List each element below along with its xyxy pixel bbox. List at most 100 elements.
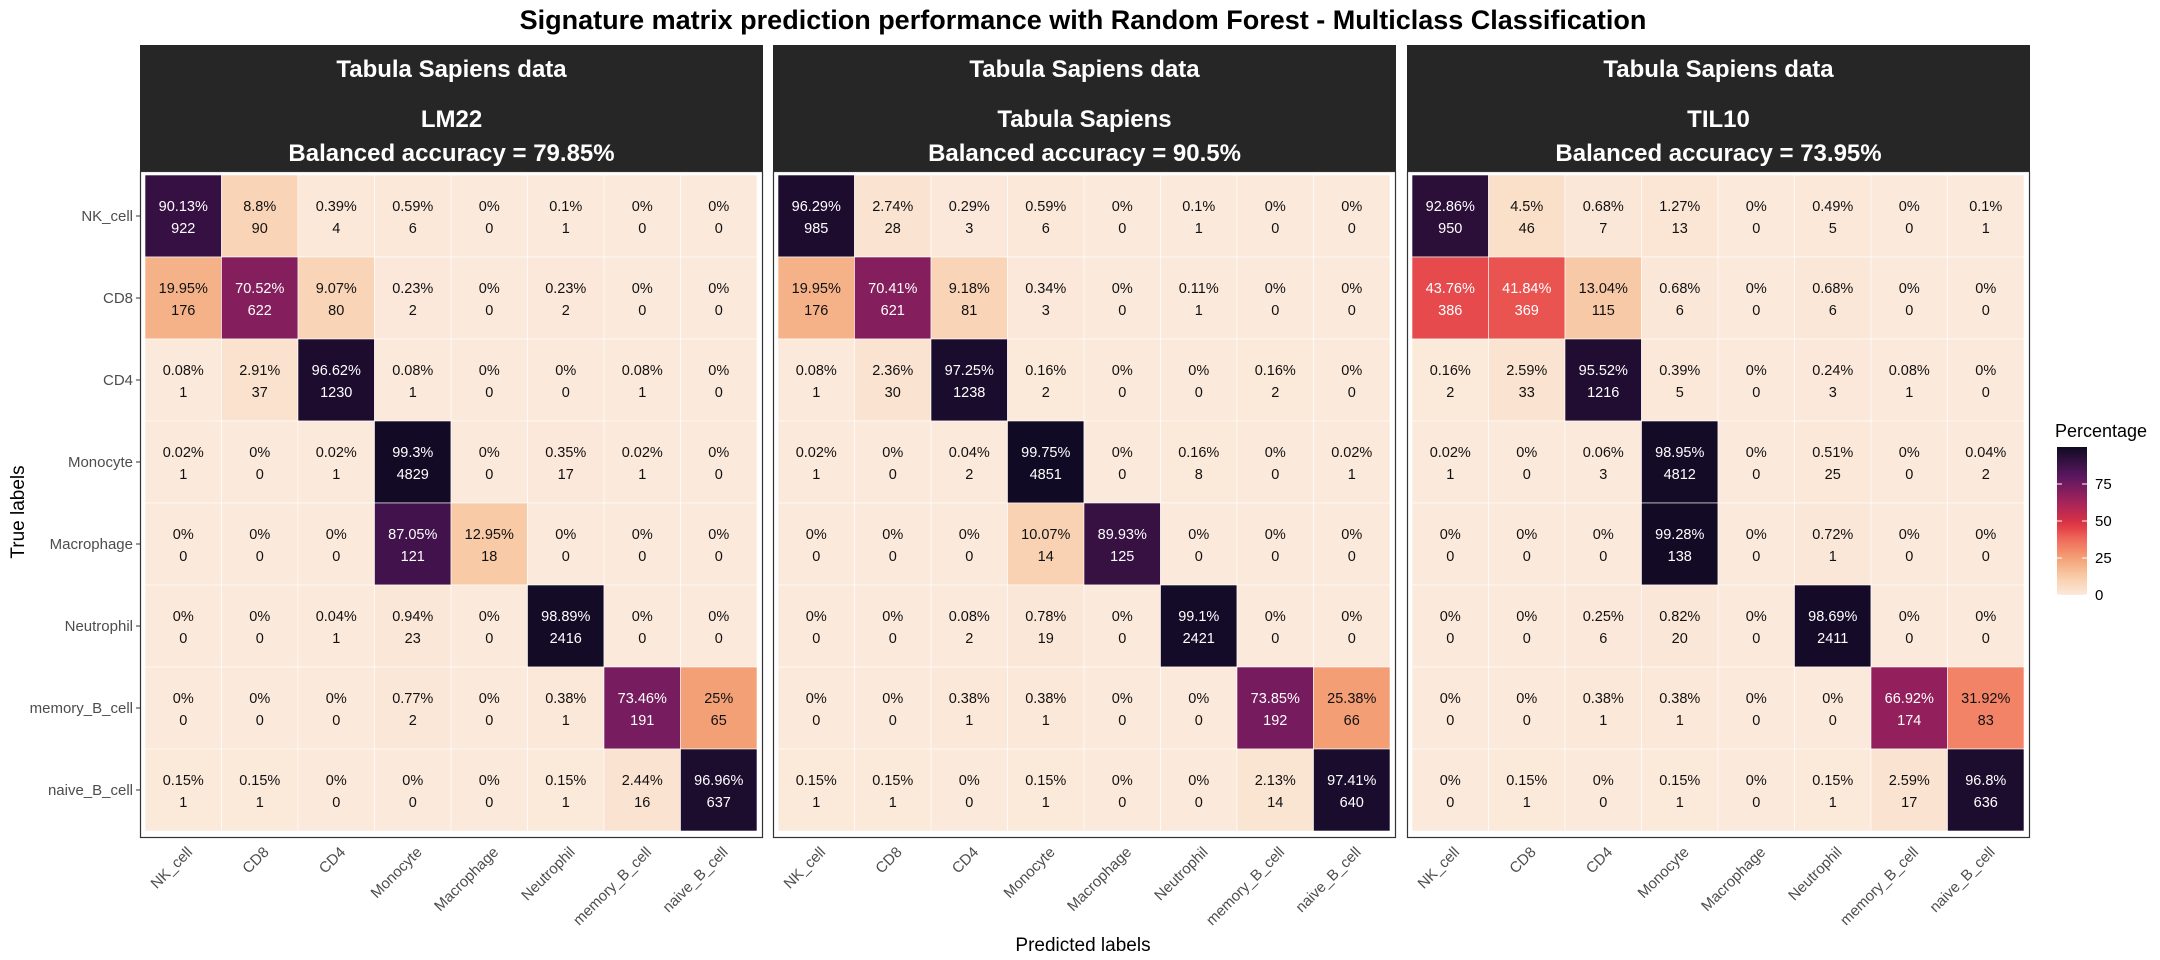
heatmap-cell <box>374 584 452 668</box>
cell-percent-label: 0.08% <box>949 609 990 625</box>
cell-count-label: 0 <box>1752 549 1760 565</box>
cell-percent-label: 0.1% <box>1969 199 2002 215</box>
heatmap-cell <box>1947 748 2025 832</box>
cell-percent-label: 0% <box>1899 609 1920 625</box>
cell-count-label: 1 <box>562 795 570 811</box>
cell-percent-label: 0% <box>882 527 903 543</box>
cell-percent-label: 0% <box>1188 773 1209 789</box>
cell-percent-label: 0.39% <box>1659 363 1700 379</box>
heatmap-cell <box>1083 256 1161 340</box>
cell-count-label: 0 <box>1752 795 1760 811</box>
cell-percent-label: 0% <box>708 527 729 543</box>
cell-percent-label: 87.05% <box>388 527 437 543</box>
heatmap-cell <box>297 338 375 422</box>
heatmap-cell <box>374 420 452 504</box>
cell-percent-label: 0% <box>326 527 347 543</box>
cell-count-label: 0 <box>485 467 493 483</box>
cell-percent-label: 0.06% <box>1583 445 1624 461</box>
cell-count-label: 0 <box>485 385 493 401</box>
cell-percent-label: 1.27% <box>1659 199 1700 215</box>
heatmap-cell <box>1488 256 1566 340</box>
cell-count-label: 369 <box>1515 303 1539 319</box>
heatmap-cell <box>1794 666 1872 750</box>
cell-count-label: 0 <box>485 631 493 647</box>
y-tick-label: CD8 <box>103 290 133 307</box>
cell-percent-label: 0% <box>632 281 653 297</box>
cell-count-label: 0 <box>1195 713 1203 729</box>
cell-percent-label: 0% <box>1975 363 1996 379</box>
cell-count-label: 2 <box>562 303 570 319</box>
cell-percent-label: 0.08% <box>392 363 433 379</box>
cell-count-label: 6 <box>1599 631 1607 647</box>
cell-percent-label: 0% <box>1975 281 1996 297</box>
cell-count-label: 121 <box>401 549 425 565</box>
cell-percent-label: 97.25% <box>945 363 994 379</box>
cell-percent-label: 96.8% <box>1965 773 2006 789</box>
heatmap-cell <box>144 748 222 832</box>
heatmap-cell <box>1083 420 1161 504</box>
cell-count-label: 3 <box>965 221 973 237</box>
cell-percent-label: 66.92% <box>1885 691 1934 707</box>
cell-percent-label: 0.08% <box>796 363 837 379</box>
cell-count-label: 6 <box>1042 221 1050 237</box>
cell-percent-label: 0.72% <box>1812 527 1853 543</box>
cell-count-label: 1 <box>179 795 187 811</box>
heatmap-cell <box>680 666 758 750</box>
heatmap-cell <box>1007 666 1085 750</box>
cell-percent-label: 0.78% <box>1025 609 1066 625</box>
cell-count-label: 0 <box>485 713 493 729</box>
heatmap-cell <box>1564 174 1642 258</box>
heatmap-cell <box>374 256 452 340</box>
heatmap-cell <box>144 256 222 340</box>
heatmap-cell <box>1641 502 1719 586</box>
cell-percent-label: 0% <box>1516 609 1537 625</box>
legend-tick-label: 50 <box>2095 513 2112 530</box>
heatmap-cell <box>930 420 1008 504</box>
heatmap-cell <box>1717 420 1795 504</box>
y-tick-label: CD4 <box>103 372 133 389</box>
heatmap-cell <box>144 420 222 504</box>
heatmap-cell <box>1411 748 1489 832</box>
heatmap-cell <box>680 584 758 668</box>
heatmap-cell <box>1870 748 1948 832</box>
heatmap-cell <box>221 338 299 422</box>
cell-percent-label: 0% <box>1899 445 1920 461</box>
cell-count-label: 0 <box>812 713 820 729</box>
cell-count-label: 14 <box>1038 549 1054 565</box>
heatmap-cell <box>1794 584 1872 668</box>
cell-count-label: 6 <box>1829 303 1837 319</box>
cell-count-label: 0 <box>1348 631 1356 647</box>
cell-count-label: 640 <box>1340 795 1364 811</box>
x-tick-label: CD4 <box>949 844 982 877</box>
heatmap-cell <box>297 420 375 504</box>
cell-count-label: 2 <box>1982 467 1990 483</box>
cell-count-label: 4851 <box>1030 467 1062 483</box>
cell-percent-label: 73.85% <box>1251 691 1300 707</box>
cell-count-label: 1 <box>812 467 820 483</box>
cell-count-label: 0 <box>965 549 973 565</box>
cell-count-label: 0 <box>1523 713 1531 729</box>
cell-percent-label: 0% <box>1746 363 1767 379</box>
heatmap-cell <box>1641 584 1719 668</box>
heatmap-cell <box>603 502 681 586</box>
heatmap-cell <box>1236 420 1314 504</box>
heatmap-cell <box>603 338 681 422</box>
heatmap-cell <box>1870 502 1948 586</box>
cell-percent-label: 19.95% <box>159 281 208 297</box>
cell-percent-label: 0% <box>1440 691 1461 707</box>
heatmap-cell <box>1870 666 1948 750</box>
heatmap-cell <box>1564 502 1642 586</box>
heatmap-cell <box>144 174 222 258</box>
cell-percent-label: 0% <box>1975 609 1996 625</box>
cell-count-label: 636 <box>1974 795 1998 811</box>
cell-count-label: 8 <box>1195 467 1203 483</box>
cell-percent-label: 0% <box>1112 445 1133 461</box>
heatmap-cell <box>144 666 222 750</box>
cell-count-label: 0 <box>256 631 264 647</box>
cell-count-label: 0 <box>1118 713 1126 729</box>
heatmap-cell <box>1411 256 1489 340</box>
heatmap-cell <box>221 584 299 668</box>
cell-percent-label: 0% <box>173 527 194 543</box>
cell-percent-label: 2.13% <box>1255 773 1296 789</box>
